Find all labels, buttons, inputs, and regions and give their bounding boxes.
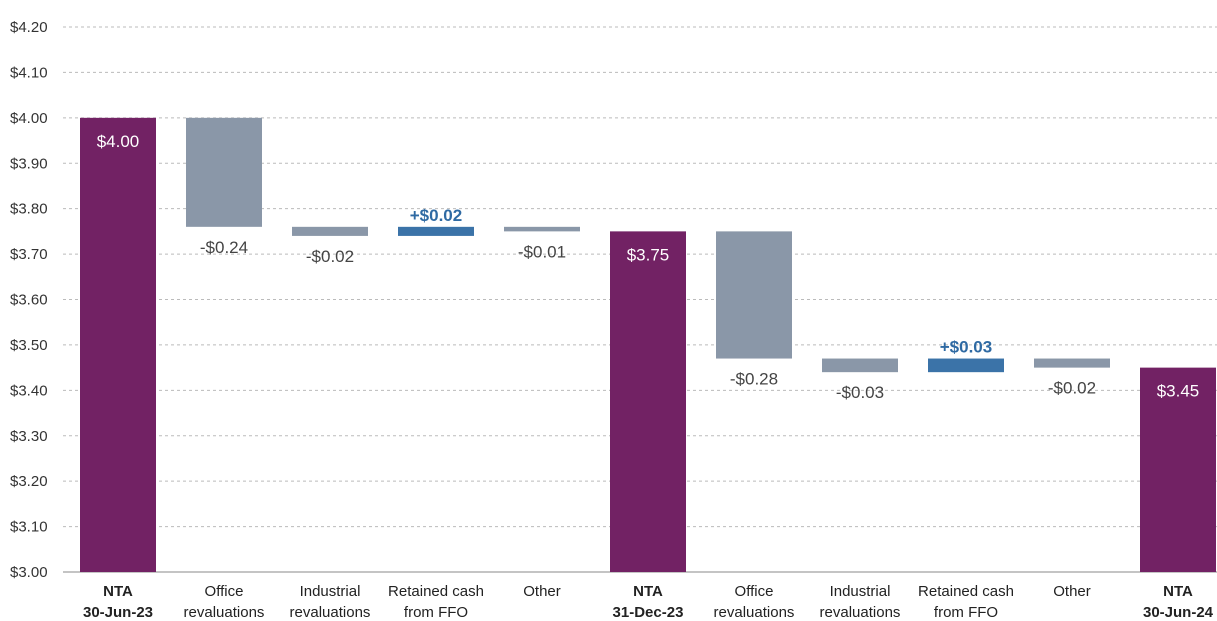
- data-label: -$0.02: [1048, 379, 1096, 398]
- y-tick-label: $3.40: [10, 382, 48, 399]
- x-category-label: Industrial revaluations: [290, 583, 371, 621]
- x-category-label: Other: [523, 583, 561, 600]
- y-tick-label: $3.30: [10, 428, 48, 445]
- data-label: $3.75: [627, 245, 670, 264]
- decrease-bar: [716, 231, 792, 359]
- y-axis-tick-labels: $3.00 $3.10 $3.20 $3.30 $3.40 $3.50 $3.60 $3.70…: [10, 19, 48, 581]
- increase-bar: [398, 226, 474, 236]
- data-label: $3.45: [1157, 382, 1200, 401]
- data-label: $4.00: [97, 132, 140, 151]
- y-tick-label: $4.10: [10, 64, 48, 81]
- y-tick-label: $3.10: [10, 519, 48, 536]
- decrease-bar: [504, 226, 580, 232]
- decrease-bar: [822, 358, 898, 373]
- x-category-label: Industrial revaluations: [820, 583, 901, 621]
- x-category-label: Office revaluations: [714, 583, 795, 621]
- x-category-label: NTA 30-Jun-23: [83, 583, 153, 621]
- data-label: -$0.24: [200, 238, 248, 257]
- data-label: -$0.01: [518, 242, 566, 261]
- y-tick-label: $3.80: [10, 201, 48, 218]
- data-labels: $4.00 -$0.24 -$0.02 +$0.02 -$0.01 $3.75 -$0.28…: [97, 132, 1200, 402]
- decrease-bar: [1034, 358, 1110, 368]
- decrease-bar: [186, 117, 262, 227]
- x-category-label: NTA 31-Dec-23: [613, 583, 684, 621]
- data-label: +$0.03: [940, 338, 992, 357]
- total-bar: [1140, 367, 1216, 572]
- y-tick-label: $3.00: [10, 564, 48, 581]
- y-tick-label: $4.20: [10, 19, 48, 36]
- data-label: -$0.03: [836, 383, 884, 402]
- y-tick-label: $3.90: [10, 155, 48, 172]
- x-axis-category-labels: NTA 30-Jun-23 Office revaluations Industrial…: [83, 583, 1214, 621]
- y-tick-label: $3.50: [10, 337, 48, 354]
- x-category-label: NTA 30-Jun-24: [1143, 583, 1214, 621]
- x-category-label: Office revaluations: [184, 583, 265, 621]
- total-bar: [80, 117, 156, 572]
- total-bar: [610, 231, 686, 572]
- decrease-bar: [292, 226, 368, 236]
- bars: [80, 117, 1216, 572]
- data-label: -$0.02: [306, 247, 354, 266]
- y-tick-label: $3.60: [10, 292, 48, 309]
- data-label: -$0.28: [730, 370, 778, 389]
- increase-bar: [928, 358, 1004, 373]
- x-category-label: Other: [1053, 583, 1091, 600]
- y-tick-label: $4.00: [10, 110, 48, 127]
- x-category-label: Retained cash from FFO: [388, 583, 484, 621]
- data-label: +$0.02: [410, 206, 462, 225]
- y-tick-label: $3.20: [10, 473, 48, 490]
- y-tick-label: $3.70: [10, 246, 48, 263]
- x-category-label: Retained cash from FFO: [918, 583, 1014, 621]
